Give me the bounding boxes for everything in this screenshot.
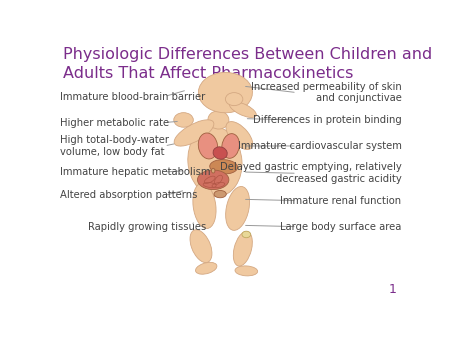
Ellipse shape [235, 266, 257, 276]
Ellipse shape [198, 72, 252, 113]
Ellipse shape [174, 120, 214, 146]
Text: Altered absorption patterns: Altered absorption patterns [60, 190, 197, 200]
Text: Delayed gastric emptying, relatively
decreased gastric acidity: Delayed gastric emptying, relatively dec… [220, 163, 401, 184]
Ellipse shape [198, 170, 229, 190]
Ellipse shape [188, 126, 242, 197]
Ellipse shape [196, 262, 217, 274]
Ellipse shape [213, 147, 227, 159]
Ellipse shape [212, 168, 215, 173]
Text: Differences in protein binding: Differences in protein binding [253, 115, 401, 125]
Text: Rapidly growing tissues: Rapidly growing tissues [88, 222, 206, 232]
Ellipse shape [225, 187, 250, 231]
Text: Immature renal function: Immature renal function [280, 196, 401, 206]
Ellipse shape [233, 232, 252, 266]
Ellipse shape [222, 134, 239, 158]
Ellipse shape [193, 183, 216, 228]
Text: Higher metabolic rate: Higher metabolic rate [60, 118, 169, 127]
Text: Large body surface area: Large body surface area [280, 222, 401, 232]
Text: 1: 1 [388, 283, 396, 296]
Text: Immature cardiovascular system: Immature cardiovascular system [238, 141, 401, 151]
Text: Immature hepatic metabolism: Immature hepatic metabolism [60, 167, 210, 177]
Text: Increased permeability of skin
and conjunctivae: Increased permeability of skin and conju… [251, 82, 401, 103]
Ellipse shape [210, 160, 238, 174]
Ellipse shape [190, 230, 212, 263]
Text: Immature blood-brain barrier: Immature blood-brain barrier [60, 92, 205, 101]
Circle shape [174, 113, 194, 127]
Ellipse shape [214, 191, 226, 198]
Text: Physiologic Differences Between Children and
Adults That Affect Pharmacokinetics: Physiologic Differences Between Children… [63, 47, 432, 81]
Ellipse shape [242, 231, 251, 238]
Ellipse shape [208, 111, 229, 129]
Ellipse shape [226, 122, 253, 149]
Text: High total-body-water
volume, low body fat: High total-body-water volume, low body f… [60, 135, 169, 157]
Ellipse shape [230, 102, 256, 118]
Circle shape [225, 93, 243, 105]
Ellipse shape [198, 133, 218, 159]
